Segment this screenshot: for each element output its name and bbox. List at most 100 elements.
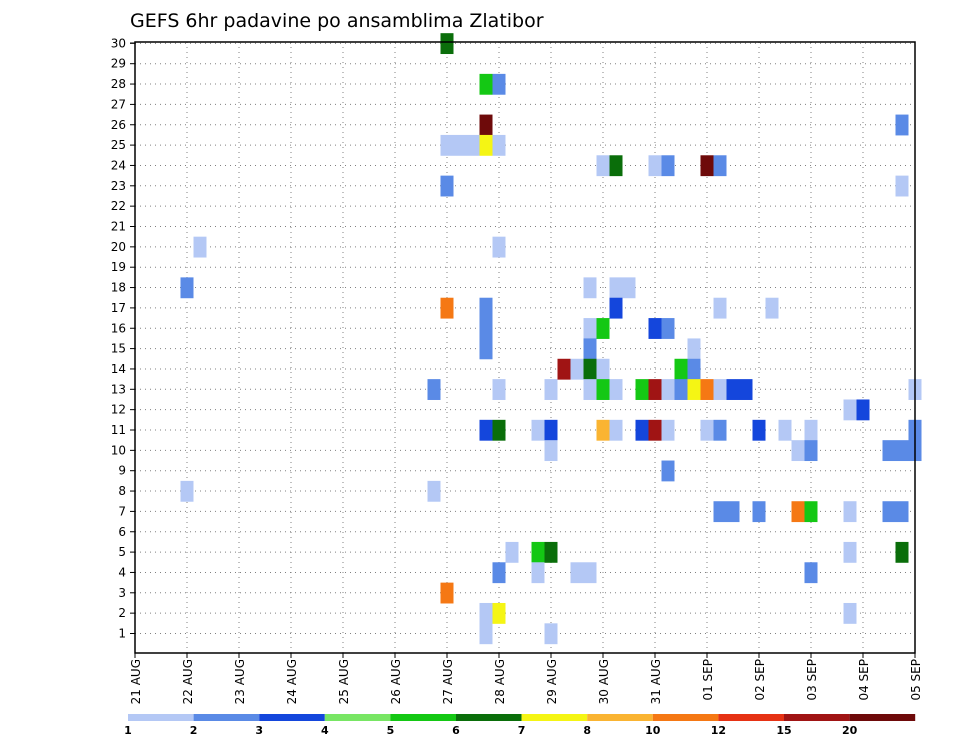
cell-6 — [453, 134, 467, 156]
y-tick-label-16: 17 — [111, 301, 126, 315]
cell-25 — [479, 297, 493, 319]
cell-38 — [570, 358, 584, 380]
y-tick-label-22: 23 — [111, 179, 126, 193]
y-tick-label-1: 2 — [118, 606, 126, 620]
legend-label-10: 15 — [776, 724, 791, 737]
cell-59 — [843, 399, 857, 421]
cell-40 — [596, 358, 610, 380]
cell-24 — [440, 297, 454, 319]
legend-label-3: 4 — [321, 724, 329, 737]
y-tick-label-25: 26 — [111, 118, 126, 132]
y-tick-label-27: 28 — [111, 77, 126, 91]
cell-26 — [609, 297, 623, 319]
x-tick-label-8: 29 AUG — [545, 659, 559, 704]
y-tick-label-29: 30 — [111, 36, 126, 50]
cell-53 — [687, 379, 701, 400]
cell-31 — [596, 318, 610, 339]
legend-swatch-4 — [390, 714, 456, 721]
x-tick-label-9: 30 AUG — [597, 659, 611, 704]
legend-swatch-1 — [193, 714, 260, 721]
cell-15 — [713, 155, 727, 177]
cell-108 — [544, 623, 558, 645]
y-tick-label-21: 22 — [111, 199, 126, 213]
cell-71 — [713, 419, 727, 441]
x-tick-label-0: 21 AUG — [129, 659, 143, 704]
cell-0 — [440, 33, 454, 55]
x-axis: 21 AUG 22 AUG 23 AUG 24 AUG 25 AUG 26 AUG 27 A… — [129, 653, 923, 704]
cell-84 — [427, 480, 441, 502]
legend-swatch-2 — [259, 714, 325, 721]
cell-95 — [544, 541, 558, 563]
cell-3 — [479, 114, 493, 136]
legend-swatch-7 — [587, 714, 653, 721]
cell-89 — [804, 501, 818, 523]
cell-32 — [648, 318, 662, 339]
cell-83 — [180, 480, 194, 502]
cell-35 — [583, 338, 597, 360]
x-tick-label-4: 25 AUG — [337, 659, 351, 704]
legend-label-7: 8 — [583, 724, 591, 737]
cell-93 — [505, 541, 519, 563]
cell-72 — [752, 419, 766, 441]
y-tick-label-7: 8 — [118, 484, 126, 498]
cell-61 — [479, 419, 493, 441]
cell-90 — [843, 501, 857, 523]
cell-100 — [570, 562, 584, 584]
cell-73 — [778, 419, 792, 441]
legend-swatch-10 — [784, 714, 850, 721]
y-tick-label-20: 21 — [111, 220, 126, 234]
cell-76 — [544, 440, 558, 462]
cell-74 — [804, 419, 818, 441]
cell-91 — [882, 501, 896, 523]
x-tick-label-14: 04 SEP — [857, 659, 871, 701]
cell-86 — [726, 501, 740, 523]
cell-48 — [609, 379, 623, 400]
cell-42 — [687, 358, 701, 380]
x-tick-label-7: 28 AUG — [493, 659, 507, 704]
y-tick-label-12: 13 — [111, 382, 126, 396]
cell-7 — [466, 134, 480, 156]
cell-33 — [661, 318, 675, 339]
cell-101 — [583, 562, 597, 584]
grid-lines — [134, 42, 916, 653]
x-tick-label-1: 22 AUG — [181, 659, 195, 704]
y-tick-label-5: 6 — [118, 525, 126, 539]
cell-55 — [713, 379, 727, 400]
y-tick-label-11: 12 — [111, 403, 126, 417]
cell-9 — [492, 134, 506, 156]
legend-swatch-8 — [652, 714, 719, 721]
cell-22 — [609, 277, 623, 299]
y-tick-label-2: 3 — [118, 586, 126, 600]
cell-5 — [440, 134, 454, 156]
cell-67 — [635, 419, 649, 441]
data-cells — [180, 33, 922, 645]
x-tick-label-10: 31 AUG — [649, 659, 663, 704]
y-tick-label-24: 25 — [111, 138, 126, 152]
cell-96 — [843, 541, 857, 563]
cell-77 — [791, 440, 805, 462]
y-tick-label-19: 20 — [111, 240, 126, 254]
legend-swatch-11 — [849, 714, 916, 721]
cell-92 — [895, 501, 909, 523]
cell-94 — [531, 541, 545, 563]
y-tick-label-26: 27 — [111, 97, 126, 111]
cell-36 — [687, 338, 701, 360]
x-tick-label-15: 05 SEP — [909, 659, 923, 701]
x-tick-label-11: 01 SEP — [701, 659, 715, 701]
y-tick-label-4: 5 — [118, 545, 126, 559]
cell-19 — [492, 236, 506, 258]
cell-2 — [492, 73, 506, 95]
cell-66 — [609, 419, 623, 441]
cell-68 — [648, 419, 662, 441]
cell-39 — [583, 358, 597, 380]
cell-104 — [479, 602, 493, 624]
cell-107 — [479, 623, 493, 645]
cell-49 — [635, 379, 649, 400]
legend-label-8: 10 — [645, 724, 661, 737]
cell-46 — [583, 379, 597, 400]
x-tick-label-3: 24 AUG — [285, 659, 299, 704]
legend-swatch-9 — [718, 714, 784, 721]
legend-label-2: 3 — [255, 724, 263, 737]
cell-99 — [531, 562, 545, 584]
